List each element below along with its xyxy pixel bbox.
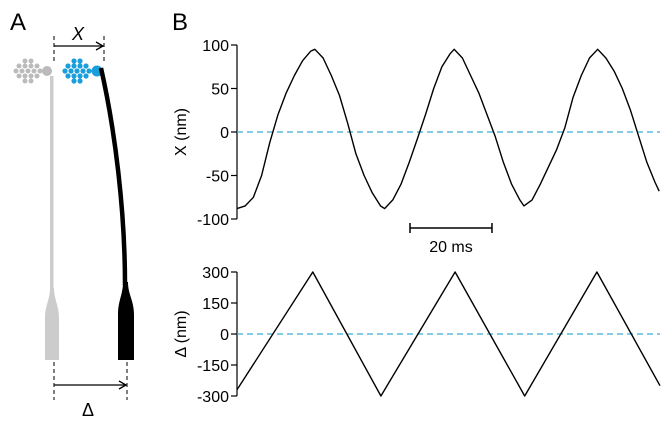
y-tick-label: 0 — [220, 327, 229, 344]
delta-label: Δ — [82, 400, 94, 418]
y-axis-label: X (nm) — [173, 108, 190, 156]
y-tick-label: -100 — [197, 212, 229, 229]
black-stem — [98, 67, 128, 286]
gray-stem — [50, 76, 54, 290]
y-tick-label: 50 — [211, 82, 229, 99]
gray-base — [45, 288, 59, 360]
guides — [53, 36, 128, 400]
y-tick-label: -150 — [197, 358, 229, 375]
y-tick-label: 300 — [202, 265, 229, 282]
trace — [236, 48, 660, 210]
gray-cluster — [13, 58, 52, 84]
arrows — [54, 41, 128, 390]
scale-bar-label: 20 ms — [429, 239, 473, 256]
diagram: X Δ — [13, 24, 134, 420]
y-tick-label: 100 — [202, 38, 229, 55]
blue-cluster — [62, 58, 103, 84]
panel-label: B — [172, 9, 188, 36]
y-tick-label: -50 — [206, 169, 229, 186]
trace — [236, 271, 661, 397]
scale-bar — [409, 223, 493, 233]
panel-label: A — [10, 9, 26, 36]
y-tick-label: -300 — [197, 389, 229, 406]
x-label: X — [71, 24, 85, 44]
y-axis-label: Δ (nm) — [173, 310, 190, 357]
black-base — [118, 282, 134, 360]
y-tick-label: 150 — [202, 296, 229, 313]
y-tick-label: 0 — [220, 125, 229, 142]
